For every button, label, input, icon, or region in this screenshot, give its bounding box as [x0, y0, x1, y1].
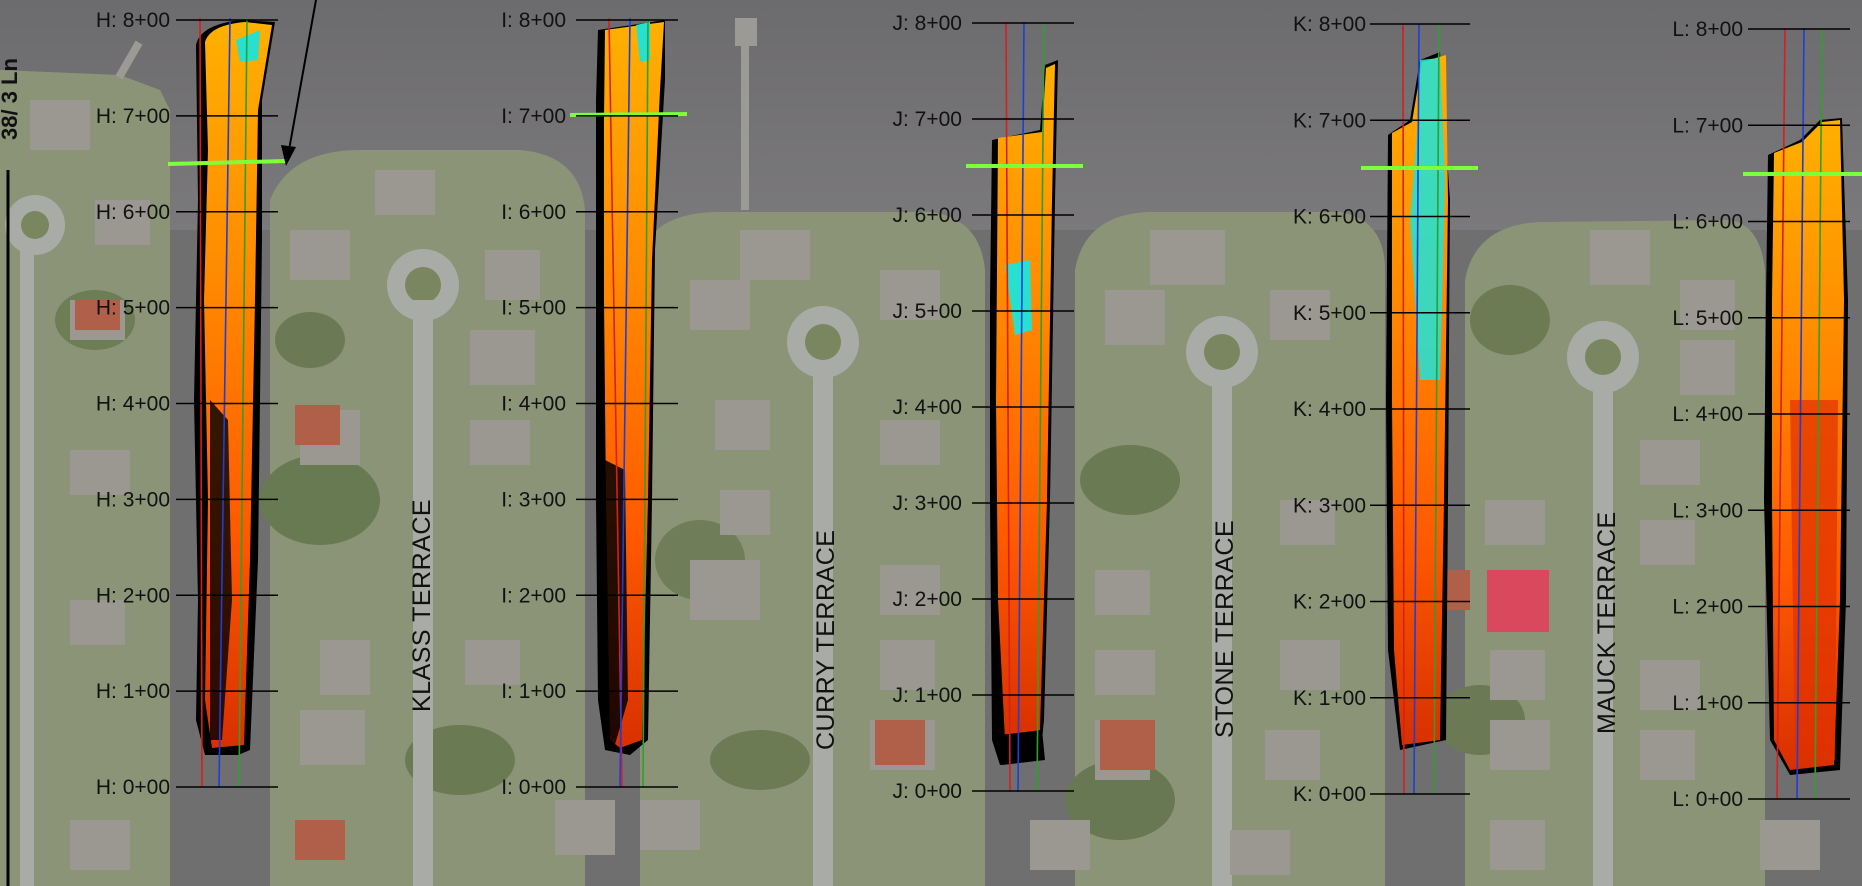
station-label-h-4: H: 4+00: [96, 393, 170, 416]
station-label-i-3: I: 5+00: [501, 297, 566, 320]
station-label-l-1: L: 7+00: [1672, 114, 1743, 137]
station-label-k-8: K: 0+00: [1293, 783, 1366, 806]
station-label-h-7: H: 1+00: [96, 680, 170, 703]
station-label-j-1: J: 7+00: [893, 108, 962, 131]
station-label-k-7: K: 1+00: [1293, 687, 1366, 710]
station-label-j-7: J: 1+00: [893, 684, 962, 707]
station-label-i-8: I: 0+00: [501, 776, 566, 799]
station-label-l-4: L: 4+00: [1672, 403, 1743, 426]
station-label-l-5: L: 3+00: [1672, 499, 1743, 522]
shoreline-markers: [167, 112, 1862, 176]
station-label-j-2: J: 6+00: [893, 204, 962, 227]
station-label-j-8: J: 0+00: [893, 780, 962, 803]
station-label-k-4: K: 4+00: [1293, 398, 1366, 421]
station-label-l-6: L: 2+00: [1672, 596, 1743, 619]
street-label-klass: KLASS TERRACE: [408, 499, 436, 712]
station-label-i-0: I: 8+00: [501, 9, 566, 32]
street-label-curry: CURRY TERRACE: [812, 530, 840, 750]
station-label-j-3: J: 5+00: [893, 300, 962, 323]
station-label-i-7: I: 1+00: [501, 680, 566, 703]
station-label-k-2: K: 6+00: [1293, 206, 1366, 229]
corner-label: 38/ 3 Ln: [0, 58, 22, 140]
station-label-h-8: H: 0+00: [96, 776, 170, 799]
station-label-l-0: L: 8+00: [1672, 18, 1743, 41]
station-label-i-1: I: 7+00: [501, 105, 566, 128]
station-markers: H: 8+00 H: 7+00 H: 6+00 H: 5+00 H: 4+00 H: 3+…: [96, 9, 1850, 811]
street-label-mauck: MAUCK TERRACE: [1593, 511, 1621, 734]
station-label-i-4: I: 4+00: [501, 393, 566, 416]
station-label-j-6: J: 2+00: [893, 588, 962, 611]
station-label-l-3: L: 5+00: [1672, 307, 1743, 330]
survey-strip-l: [1764, 118, 1848, 775]
station-label-i-6: I: 2+00: [501, 584, 566, 607]
station-label-j-4: J: 4+00: [893, 396, 962, 419]
station-label-k-5: K: 3+00: [1293, 494, 1366, 517]
land-area: [0, 18, 1820, 886]
station-label-k-3: K: 5+00: [1293, 302, 1366, 325]
station-label-l-2: L: 6+00: [1672, 211, 1743, 234]
pointer-arrow: [281, 0, 317, 166]
station-label-h-2: H: 6+00: [96, 201, 170, 224]
station-label-i-2: I: 6+00: [501, 201, 566, 224]
station-label-j-5: J: 3+00: [893, 492, 962, 515]
station-label-h-6: H: 2+00: [96, 584, 170, 607]
station-label-i-5: I: 3+00: [501, 488, 566, 511]
survey-strip-h: [194, 20, 275, 755]
station-label-l-8: L: 0+00: [1672, 788, 1743, 811]
station-label-h-0: H: 8+00: [96, 9, 170, 32]
station-label-h-1: H: 7+00: [96, 105, 170, 128]
station-label-l-7: L: 1+00: [1672, 692, 1743, 715]
station-label-h-3: H: 5+00: [96, 297, 170, 320]
station-label-k-1: K: 7+00: [1293, 109, 1366, 132]
station-label-j-0: J: 8+00: [893, 12, 962, 35]
street-label-stone: STONE TERRACE: [1211, 520, 1239, 738]
station-label-k-0: K: 8+00: [1293, 13, 1366, 36]
station-label-h-5: H: 3+00: [96, 488, 170, 511]
station-label-k-6: K: 2+00: [1293, 591, 1366, 614]
